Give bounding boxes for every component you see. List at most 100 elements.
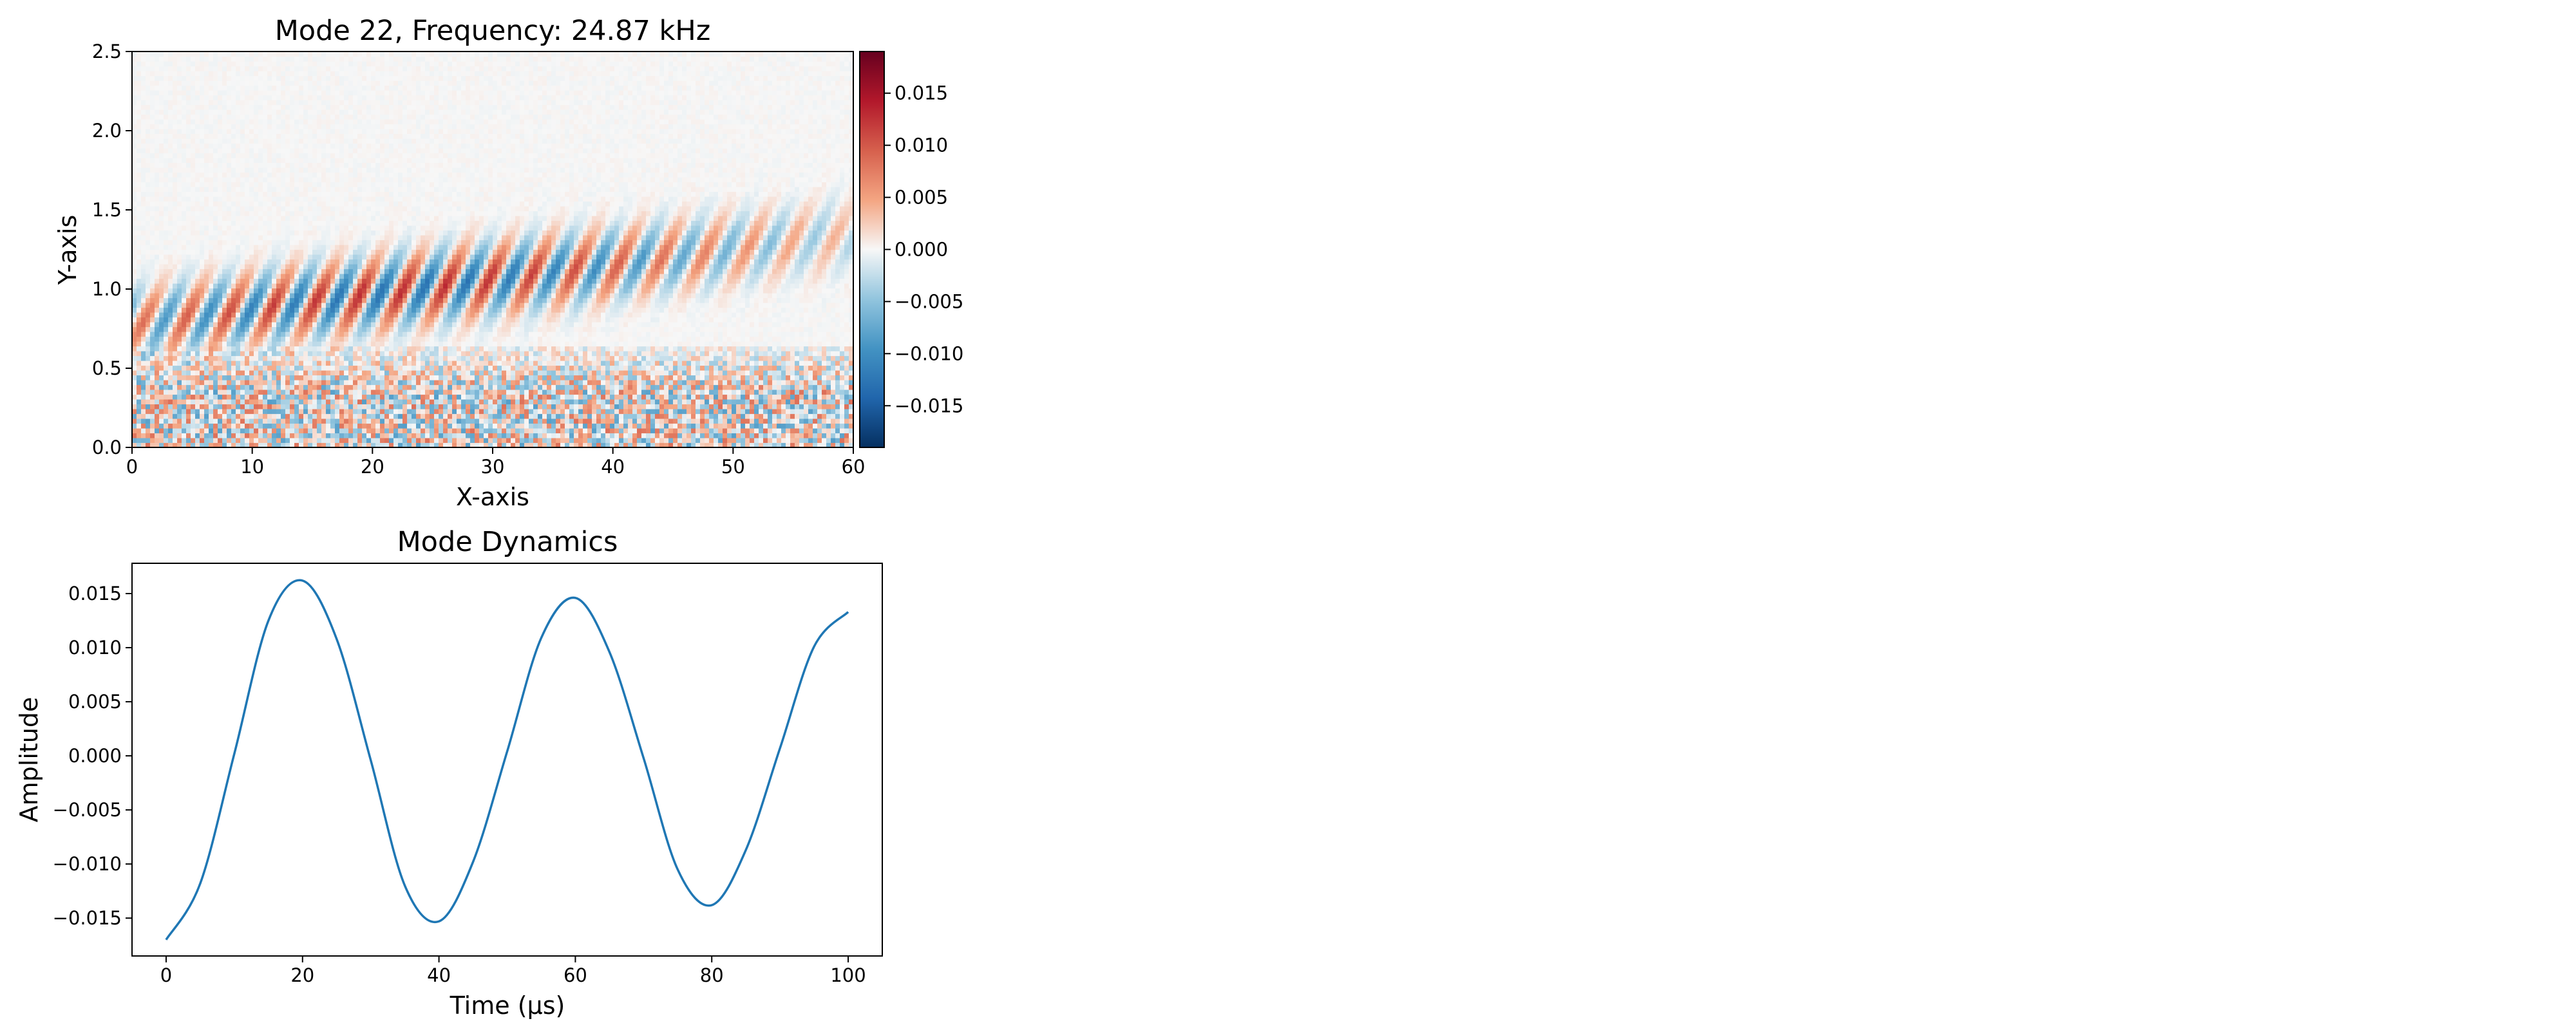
heatmap-cell bbox=[632, 332, 638, 337]
heatmap-cell bbox=[294, 303, 299, 308]
heatmap-cell bbox=[366, 326, 372, 332]
heatmap-cell bbox=[362, 384, 367, 390]
heatmap-cell bbox=[831, 351, 836, 357]
heatmap-cell bbox=[745, 307, 750, 313]
heatmap-cell bbox=[339, 438, 345, 444]
heatmap-cell bbox=[222, 322, 227, 328]
heatmap-cell bbox=[290, 297, 295, 303]
heatmap-cell bbox=[542, 312, 547, 318]
heatmap-cell bbox=[299, 438, 304, 444]
heatmap-cell bbox=[263, 336, 268, 342]
heatmap-cell bbox=[231, 336, 236, 342]
heatmap-cell bbox=[556, 442, 561, 447]
heatmap-cell bbox=[461, 438, 466, 444]
heatmap-cell bbox=[272, 293, 277, 299]
heatmap-cell bbox=[515, 375, 520, 380]
heatmap-cell bbox=[159, 307, 164, 313]
heatmap-cell bbox=[741, 375, 746, 380]
heatmap-cell bbox=[466, 404, 471, 409]
heatmap-cell bbox=[574, 423, 579, 429]
heatmap-cell bbox=[547, 438, 552, 444]
heatmap-cell bbox=[213, 326, 218, 332]
heatmap-cell bbox=[416, 326, 421, 332]
heatmap-cell bbox=[632, 423, 638, 429]
heatmap-cell bbox=[416, 360, 421, 366]
heatmap-cell bbox=[209, 351, 214, 357]
heatmap-cell bbox=[245, 375, 250, 380]
heatmap-cell bbox=[412, 428, 417, 434]
heatmap-cell bbox=[299, 312, 304, 318]
heatmap-cell bbox=[705, 341, 710, 347]
heatmap-cell bbox=[736, 409, 741, 415]
heatmap-cell bbox=[673, 326, 678, 332]
heatmap-cell bbox=[619, 413, 624, 419]
heatmap-cell bbox=[493, 413, 498, 419]
heatmap-cell bbox=[849, 332, 853, 337]
heatmap-cell bbox=[515, 317, 520, 323]
heatmap-cell bbox=[479, 365, 484, 371]
heatmap-cell bbox=[723, 389, 728, 395]
heatmap-cell bbox=[416, 341, 421, 347]
heatmap-cell bbox=[475, 399, 480, 405]
heatmap-cell bbox=[452, 341, 457, 347]
heatmap-cell bbox=[772, 351, 777, 357]
heatmap-cell bbox=[623, 355, 629, 361]
heatmap-cell bbox=[759, 351, 764, 357]
heatmap-cell bbox=[502, 312, 507, 318]
heatmap-cell bbox=[741, 384, 746, 390]
heatmap-cell bbox=[736, 399, 741, 405]
heatmap-cell bbox=[258, 423, 263, 429]
heatmap-cell bbox=[601, 351, 606, 357]
heatmap-cell bbox=[763, 346, 768, 351]
heatmap-cell bbox=[263, 326, 268, 332]
heatmap-cell bbox=[195, 428, 200, 434]
heatmap-cell bbox=[272, 433, 277, 438]
heatmap-cell bbox=[285, 332, 290, 337]
heatmap-cell bbox=[398, 365, 403, 371]
heatmap-cell bbox=[813, 365, 818, 371]
heatmap-cell bbox=[677, 418, 683, 424]
heatmap-cell bbox=[168, 303, 173, 308]
heatmap-cell bbox=[452, 326, 457, 332]
heatmap-cell bbox=[430, 413, 435, 419]
heatmap-cell bbox=[263, 317, 268, 323]
heatmap-cell bbox=[799, 418, 804, 424]
heatmap-cell bbox=[687, 428, 692, 434]
heatmap-cell bbox=[141, 355, 146, 361]
heatmap-cell bbox=[795, 438, 800, 444]
heatmap-cell bbox=[781, 326, 786, 332]
heatmap-cell bbox=[826, 326, 831, 332]
heatmap-cell bbox=[732, 394, 737, 400]
heatmap-cell bbox=[551, 346, 556, 351]
heatmap-cell bbox=[659, 442, 665, 447]
heatmap-cell bbox=[308, 346, 313, 351]
heatmap-cell bbox=[348, 297, 354, 303]
heatmap-cell bbox=[506, 433, 511, 438]
heatmap-cell bbox=[434, 336, 439, 342]
heatmap-cell bbox=[569, 384, 574, 390]
heatmap-cell bbox=[497, 423, 502, 429]
heatmap-cell bbox=[303, 399, 308, 405]
heatmap-cell bbox=[592, 423, 597, 429]
heatmap-cell bbox=[538, 326, 543, 332]
heatmap-cell bbox=[258, 297, 263, 303]
heatmap-cell bbox=[137, 394, 142, 400]
heatmap-cell bbox=[709, 307, 714, 313]
heatmap-cell bbox=[673, 322, 678, 328]
heatmap-cell bbox=[402, 351, 408, 357]
heatmap-cell bbox=[466, 370, 471, 376]
heatmap-cell bbox=[213, 307, 218, 313]
heatmap-cell bbox=[398, 438, 403, 444]
heatmap-cell bbox=[849, 360, 853, 366]
heatmap-cell bbox=[362, 389, 367, 395]
heatmap-cell bbox=[641, 409, 647, 415]
heatmap-cell bbox=[515, 307, 520, 313]
heatmap-cell bbox=[763, 332, 768, 337]
heatmap-cell bbox=[317, 346, 322, 351]
heatmap-cell bbox=[655, 297, 660, 303]
heatmap-cell bbox=[736, 332, 741, 337]
heatmap-cell bbox=[191, 413, 196, 419]
heatmap-cell bbox=[817, 326, 822, 332]
heatmap-cell bbox=[596, 336, 601, 342]
heatmap-cell bbox=[578, 346, 583, 351]
